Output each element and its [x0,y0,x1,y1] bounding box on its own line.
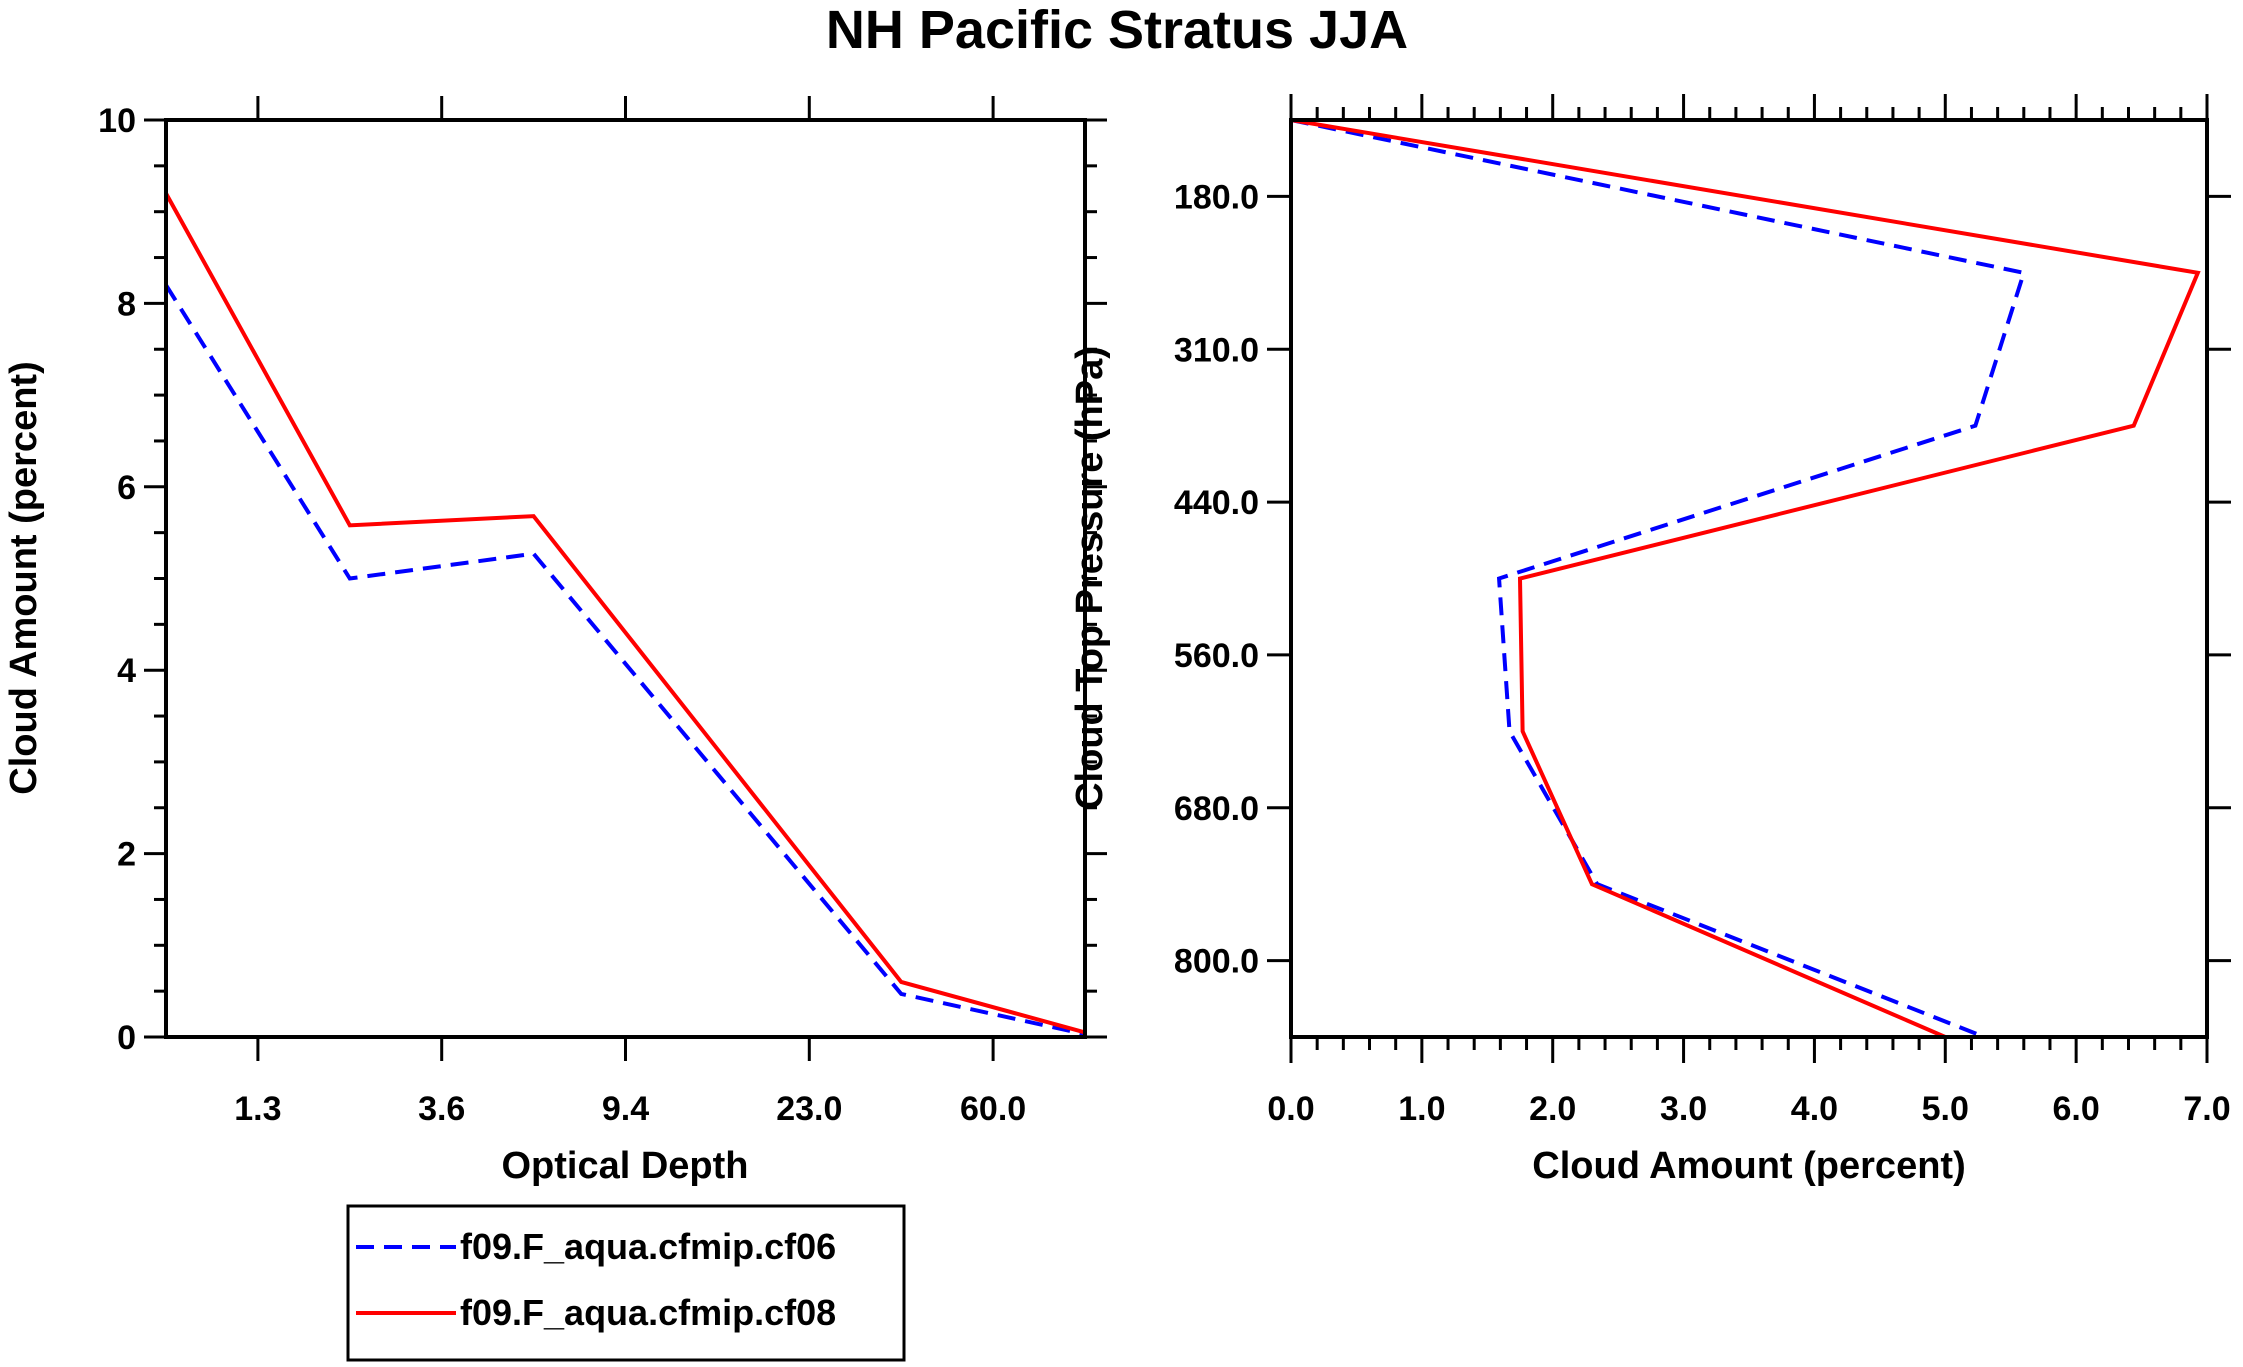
y-tick-label: 0 [117,1019,136,1057]
left-y-axis-title: Cloud Amount (percent) [3,361,45,794]
y-tick-label: 440.0 [1174,484,1259,522]
y-tick-label: 10 [98,102,136,140]
legend-box [346,1204,906,1362]
y-tick-label: 800.0 [1174,943,1259,981]
x-tick-label: 4.0 [1791,1090,1838,1128]
right-panel: 0.0 1.0 2.0 3.0 4.0 5.0 6.0 7.0 180.0 310.0 440.0 5… [1174,94,2231,1128]
y-tick-label: 2 [117,836,136,874]
x-tick-label: 3.0 [1660,1090,1707,1128]
x-tick-label: 2.0 [1529,1090,1576,1128]
right-y-axis-title: Cloud Top Pressure (hPa) [1069,346,1111,810]
x-tick-label: 1.3 [234,1090,281,1128]
x-tick-label: 23.0 [776,1090,842,1128]
left-panel: 0 2 4 6 8 10 1.3 3.6 9.4 23.0 60.0 [98,96,1107,1128]
y-tick-label: 310.0 [1174,331,1259,369]
series-line-cf08 [164,192,1086,1035]
x-tick-label: 0.0 [1267,1090,1314,1128]
series-line-cf08 [1290,118,2201,1039]
legend-label-cf08: f09.F_aqua.cfmip.cf08 [460,1292,836,1333]
legend: f09.F_aqua.cfmip.cf06 f09.F_aqua.cfmip.c… [346,1204,906,1362]
x-tick-label: 3.6 [418,1090,465,1128]
legend-label-cf06: f09.F_aqua.cfmip.cf06 [460,1226,836,1267]
series-line-cf06 [1290,118,2027,1039]
plot-frame [1289,118,2209,1039]
x-tick-label: 7.0 [2183,1090,2230,1128]
y-tick-label: 560.0 [1174,637,1259,675]
y-tick-label: 180.0 [1174,178,1259,216]
x-tick-label: 60.0 [960,1090,1026,1128]
left-x-axis-title: Optical Depth [501,1145,748,1187]
y-tick-label: 680.0 [1174,790,1259,828]
y-tick-label: 4 [117,652,136,690]
x-tick-label: 5.0 [1922,1090,1969,1128]
x-tick-label: 6.0 [2053,1090,2100,1128]
plot-frame [164,118,1087,1039]
right-x-axis-title: Cloud Amount (percent) [1532,1145,1965,1187]
x-tick-label: 9.4 [602,1090,649,1128]
y-tick-label: 6 [117,469,136,507]
chart-title: NH Pacific Stratus JJA [826,0,1408,60]
x-tick-label: 1.0 [1398,1090,1445,1128]
series-line-cf06 [164,283,1086,1037]
y-tick-label: 8 [117,285,136,323]
